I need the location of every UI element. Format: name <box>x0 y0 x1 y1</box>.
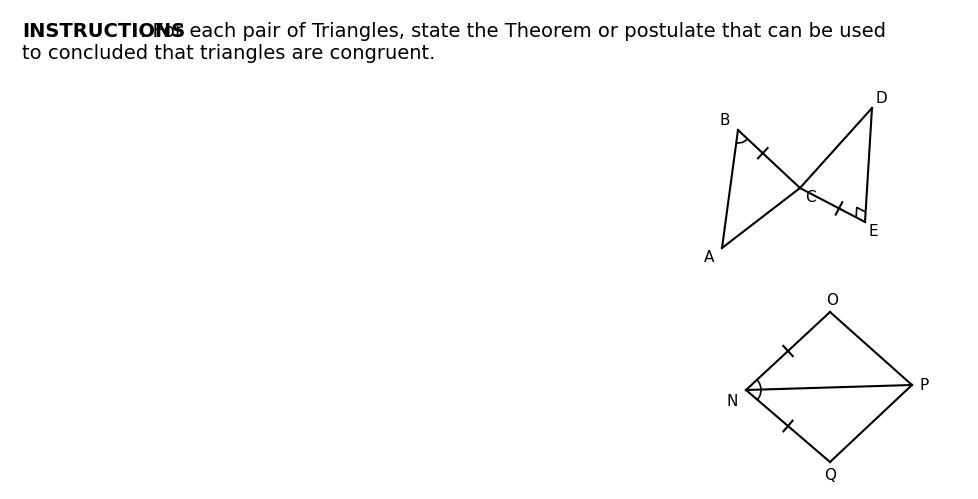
Text: D: D <box>875 91 887 106</box>
Text: A: A <box>703 250 713 265</box>
Text: . For each pair of Triangles, state the Theorem or postulate that can be used: . For each pair of Triangles, state the … <box>140 22 885 41</box>
Text: N: N <box>726 394 737 409</box>
Text: C: C <box>804 190 815 205</box>
Text: Q: Q <box>823 468 835 483</box>
Text: INSTRUCTIONS: INSTRUCTIONS <box>22 22 185 41</box>
Text: P: P <box>919 378 928 393</box>
Text: O: O <box>825 293 837 308</box>
Text: to concluded that triangles are congruent.: to concluded that triangles are congruen… <box>22 44 435 63</box>
Text: B: B <box>719 113 730 128</box>
Text: E: E <box>868 224 877 239</box>
